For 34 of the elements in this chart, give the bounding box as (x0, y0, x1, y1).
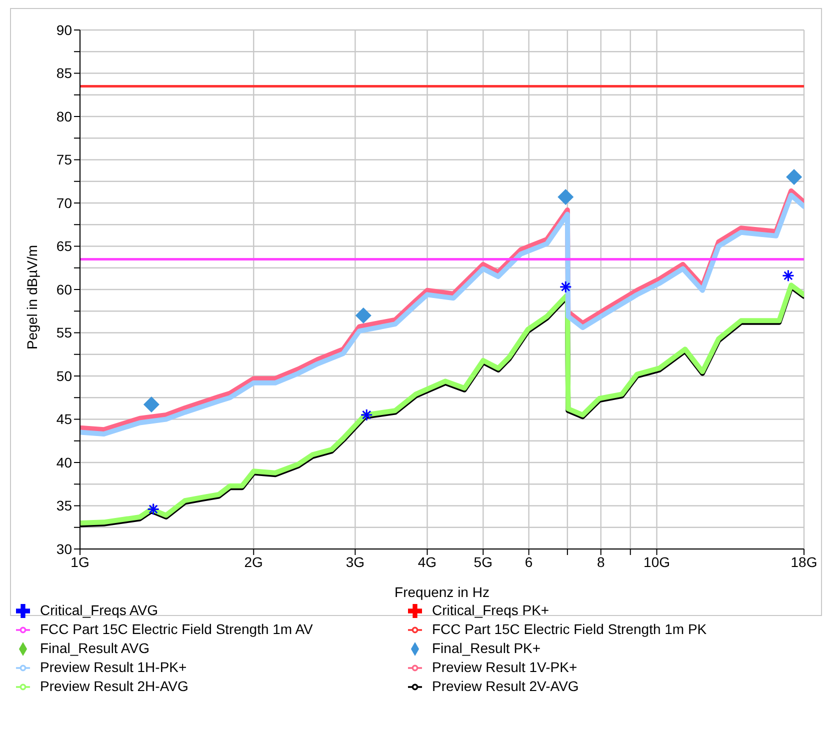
y-tick-label: 75 (56, 152, 72, 168)
x-tick-label: 18G (790, 554, 818, 570)
legend-label: Critical_Freqs AVG (40, 602, 158, 618)
y-tick-label: 45 (56, 411, 72, 428)
y-tick-label: 65 (56, 238, 72, 254)
legend-label: Preview Result 2H-AVG (40, 678, 188, 694)
legend-label: FCC Part 15C Electric Field Strength 1m PK (432, 621, 707, 637)
y-tick-label: 35 (56, 498, 72, 514)
y-tick-label: 70 (56, 194, 72, 211)
x-tick-label: 2G (244, 554, 263, 570)
x-tick-label: 6 (524, 554, 533, 570)
x-tick-label: 4G (418, 554, 437, 570)
y-tick-label: 40 (56, 454, 72, 470)
y-tick-label: 90 (56, 22, 72, 38)
legend-label: Preview Result 1H-PK+ (40, 659, 187, 675)
y-tick-label: 30 (56, 540, 72, 557)
y-tick-label: 50 (56, 368, 72, 384)
legend-label: Final_Result PK+ (432, 640, 541, 656)
legend-label: Critical_Freqs PK+ (432, 602, 550, 618)
y-tick-label: 60 (56, 281, 72, 298)
x-tick-label: 8 (596, 554, 605, 570)
y-tick-label: 85 (56, 65, 72, 82)
legend-label: Preview Result 1V-PK+ (432, 659, 578, 675)
x-axis-title: Frequenz in Hz (394, 584, 490, 600)
legend-label: Preview Result 2V-AVG (432, 678, 579, 694)
x-tick-label: 10G (644, 554, 670, 570)
x-tick-label: 1G (70, 554, 90, 570)
y-tick-label: 80 (56, 108, 72, 124)
legend-label: Final_Result AVG (40, 640, 150, 656)
x-tick-label: 3G (346, 554, 365, 570)
x-tick-label: 5G (474, 554, 492, 570)
y-tick-label: 55 (56, 324, 72, 341)
y-axis-title: Pegel in dBµV/m (24, 244, 40, 350)
legend-label: FCC Part 15C Electric Field Strength 1m AV (40, 621, 313, 637)
